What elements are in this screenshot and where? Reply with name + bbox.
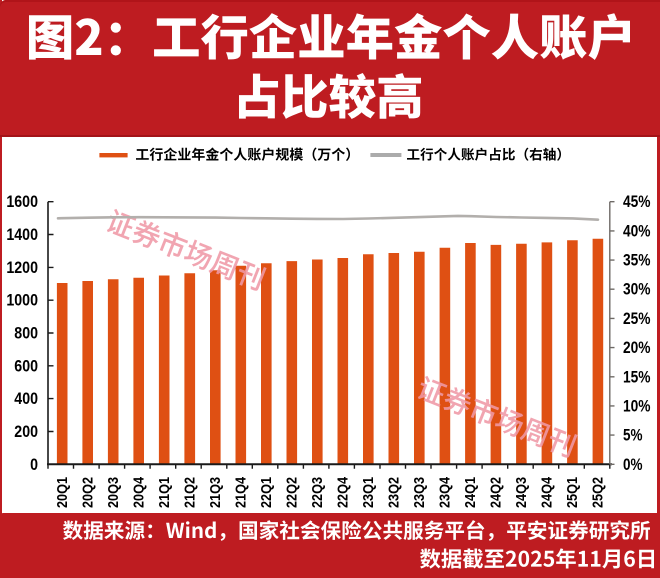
svg-text:1600: 1600 xyxy=(6,193,38,211)
svg-text:800: 800 xyxy=(14,325,38,343)
svg-text:25%: 25% xyxy=(623,310,651,328)
svg-text:24Q1: 24Q1 xyxy=(462,477,479,508)
svg-text:22Q2: 22Q2 xyxy=(283,477,300,508)
svg-text:30%: 30% xyxy=(623,281,651,299)
svg-text:24Q2: 24Q2 xyxy=(488,477,505,508)
svg-text:22Q3: 22Q3 xyxy=(309,477,326,508)
svg-text:24Q3: 24Q3 xyxy=(513,477,530,508)
svg-text:35%: 35% xyxy=(623,252,651,270)
svg-text:20Q2: 20Q2 xyxy=(79,477,96,508)
svg-text:1000: 1000 xyxy=(6,292,38,310)
svg-text:15%: 15% xyxy=(623,368,651,386)
svg-text:45%: 45% xyxy=(623,193,651,211)
svg-text:0: 0 xyxy=(30,456,38,474)
svg-text:40%: 40% xyxy=(623,222,651,240)
svg-text:21Q4: 21Q4 xyxy=(232,476,249,508)
svg-text:25Q1: 25Q1 xyxy=(564,477,581,508)
svg-text:23Q2: 23Q2 xyxy=(385,477,402,508)
svg-text:23Q4: 23Q4 xyxy=(437,476,454,508)
svg-text:20Q1: 20Q1 xyxy=(54,477,71,508)
svg-text:10%: 10% xyxy=(623,397,651,415)
svg-text:1400: 1400 xyxy=(6,226,38,244)
svg-text:200: 200 xyxy=(14,423,38,441)
svg-text:5%: 5% xyxy=(623,427,643,445)
svg-text:24Q4: 24Q4 xyxy=(539,476,556,508)
svg-text:20Q3: 20Q3 xyxy=(105,477,122,508)
svg-text:22Q4: 22Q4 xyxy=(334,476,351,508)
svg-text:21Q2: 21Q2 xyxy=(181,477,198,508)
svg-text:23Q1: 23Q1 xyxy=(360,477,377,508)
svg-text:1200: 1200 xyxy=(6,259,38,277)
svg-text:22Q1: 22Q1 xyxy=(258,477,275,508)
svg-text:400: 400 xyxy=(14,390,38,408)
svg-text:0%: 0% xyxy=(623,456,643,474)
svg-text:21Q3: 21Q3 xyxy=(207,477,224,508)
svg-text:20%: 20% xyxy=(623,339,651,357)
svg-text:600: 600 xyxy=(14,357,38,375)
svg-text:21Q1: 21Q1 xyxy=(156,477,173,508)
svg-text:23Q3: 23Q3 xyxy=(411,477,428,508)
svg-text:20Q4: 20Q4 xyxy=(130,476,147,508)
svg-text:25Q2: 25Q2 xyxy=(590,477,607,508)
